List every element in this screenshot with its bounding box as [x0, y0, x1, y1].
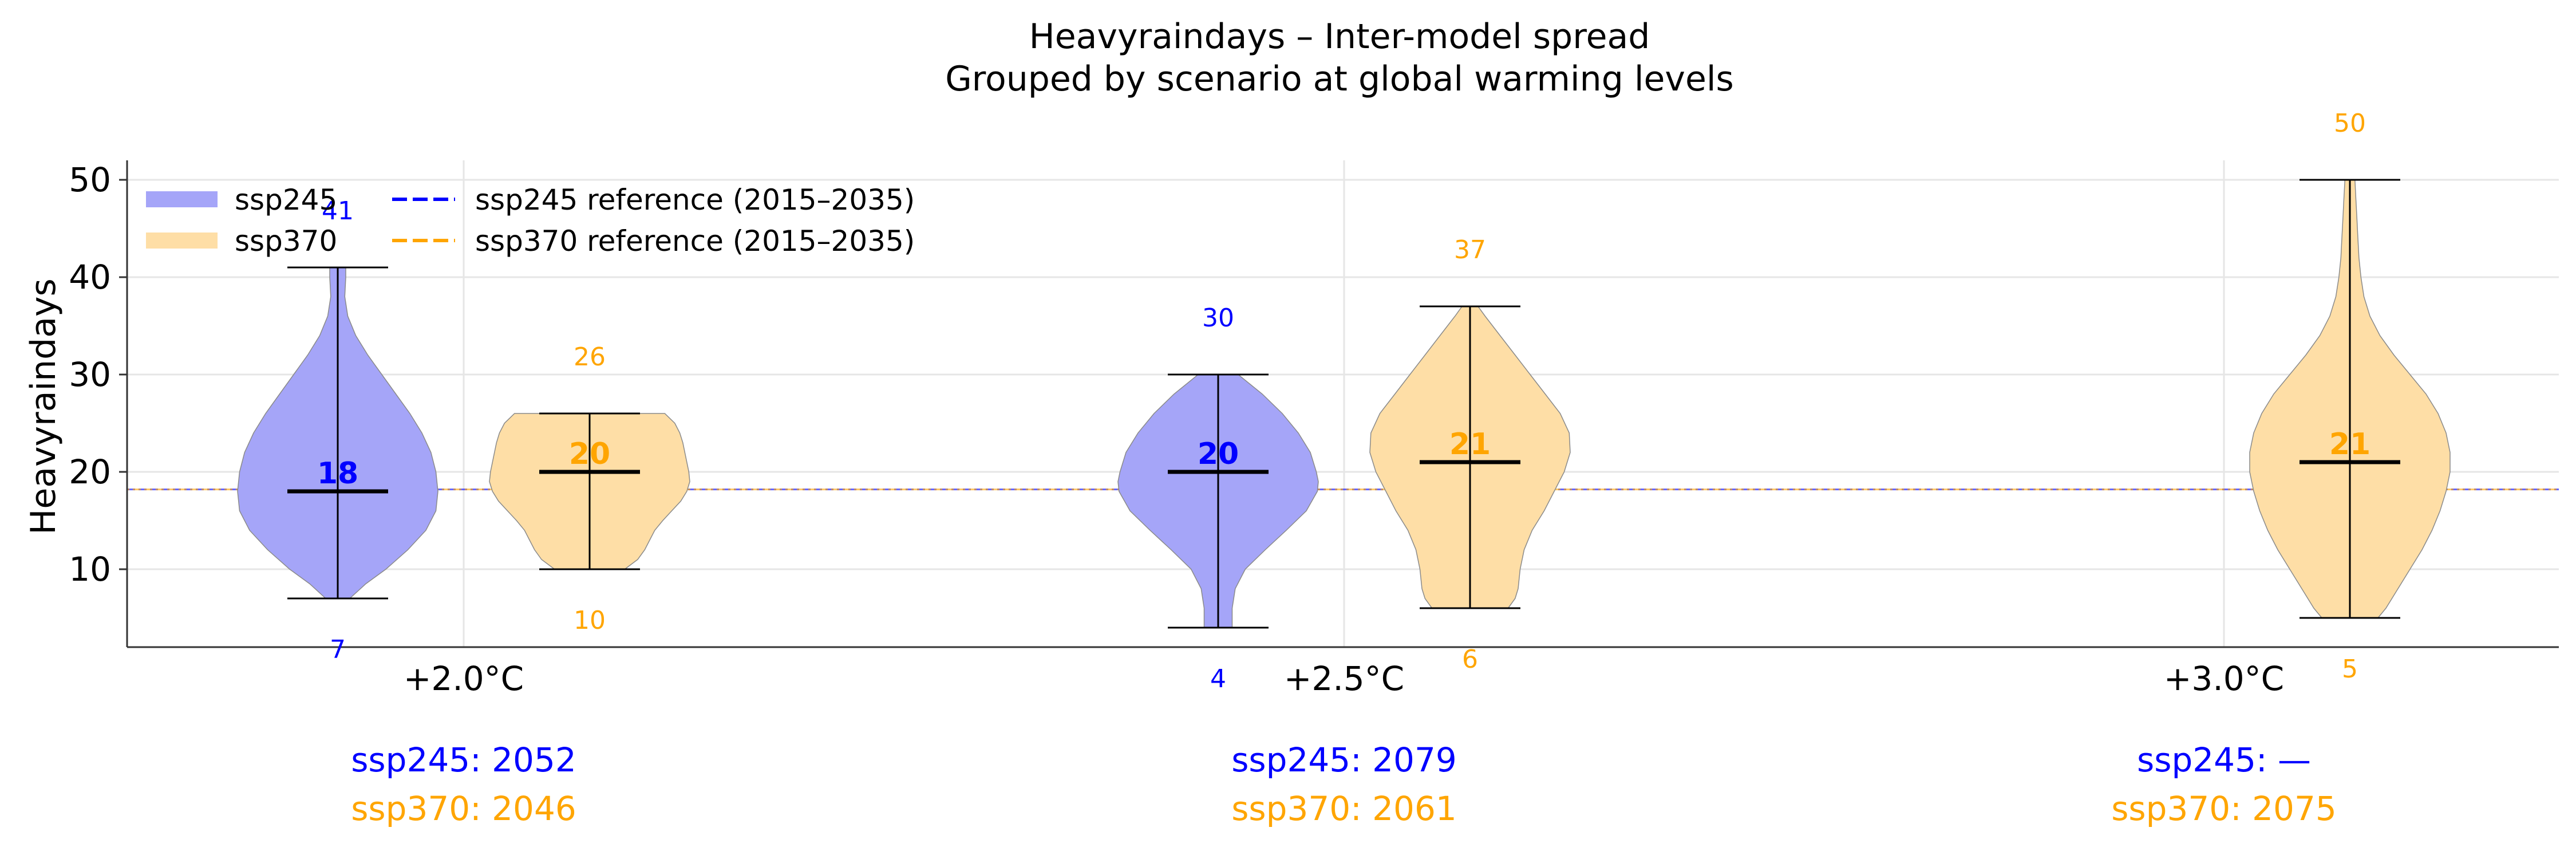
- y-axis-label: Heavyraindays: [23, 278, 64, 535]
- violin-layer: [237, 179, 2451, 629]
- legend-label-ssp245: ssp245 reference (2015–2035): [475, 183, 915, 216]
- legend-swatch-ssp245: [146, 191, 218, 207]
- median-label-ssp370-0: 20: [569, 437, 610, 471]
- year-label-ssp245: ssp245: 2052: [351, 740, 576, 779]
- year-label-ssp370: ssp370: 2075: [2111, 789, 2337, 828]
- label-layer: 18 41 7 20 30 4 20 26 10 21 37 6 21 50 5 ssp245: 2052 ss…: [317, 109, 2370, 828]
- x-tick-label: +2.0°C: [404, 659, 524, 698]
- max-label-ssp245-0: 41: [322, 196, 354, 226]
- y-tick-label: 10: [69, 550, 111, 589]
- max-label-ssp245-1: 30: [1202, 304, 1234, 333]
- legend-label-ssp245: ssp245: [235, 183, 337, 216]
- min-label-ssp370-1: 6: [1462, 645, 1478, 674]
- x-tick-label: +2.5°C: [1284, 659, 1404, 698]
- axes-layer: 10 20 30 40 50 +2.0°C +2.5°C +3.0°C: [69, 160, 2559, 698]
- min-label-ssp245-0: 7: [330, 635, 346, 664]
- chart-title: Heavyraindays – Inter-model spread: [1029, 17, 1650, 57]
- max-label-ssp370-2: 50: [2334, 109, 2366, 138]
- y-tick-label: 30: [69, 355, 111, 394]
- min-label-ssp370-2: 5: [2342, 655, 2358, 684]
- year-label-ssp370: ssp370: 2046: [351, 789, 576, 828]
- year-label-ssp245: ssp245: —: [2137, 740, 2311, 779]
- legend-swatch-ssp370: [146, 233, 218, 249]
- min-label-ssp370-0: 10: [574, 606, 606, 635]
- median-label-ssp245-1: 20: [1198, 437, 1239, 471]
- year-label-ssp245: ssp245: 2079: [1231, 740, 1457, 779]
- median-label-ssp370-1: 21: [1449, 427, 1491, 462]
- legend-label-ssp370: ssp370 reference (2015–2035): [475, 224, 915, 258]
- median-label-ssp370-2: 21: [2329, 427, 2370, 462]
- legend: ssp245 ssp370 ssp245 reference (2015–2035)…: [146, 183, 915, 258]
- max-label-ssp370-0: 26: [574, 342, 606, 372]
- x-tick-label: +3.0°C: [2164, 659, 2284, 698]
- max-label-ssp370-1: 37: [1454, 235, 1486, 265]
- min-label-ssp245-1: 4: [1210, 664, 1226, 693]
- year-label-ssp370: ssp370: 2061: [1231, 789, 1457, 828]
- y-tick-label: 50: [69, 160, 111, 199]
- median-label-ssp245-0: 18: [317, 456, 358, 491]
- y-tick-label: 20: [69, 452, 111, 491]
- y-tick-label: 40: [69, 258, 111, 297]
- legend-label-ssp370: ssp370: [235, 224, 337, 258]
- chart-subtitle: Grouped by scenario at global warming le…: [945, 59, 1734, 99]
